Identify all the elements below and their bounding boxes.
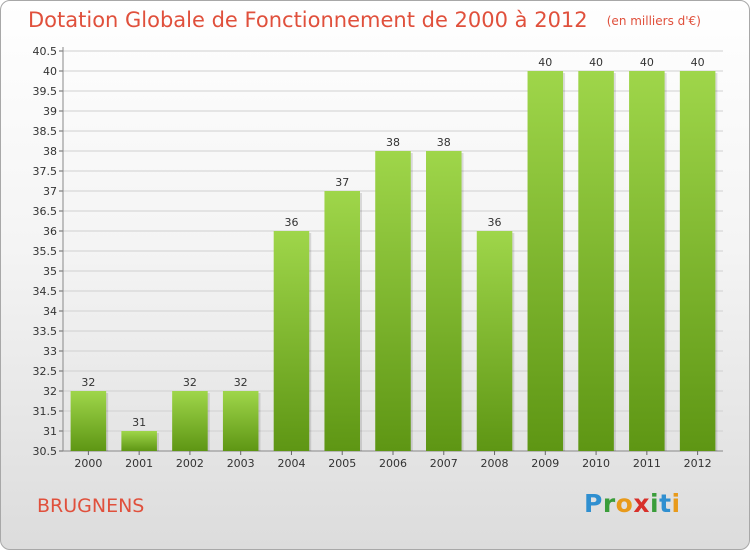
bar-2011	[629, 71, 665, 451]
value-label: 32	[81, 376, 95, 389]
bar-2009	[527, 71, 564, 451]
y-tick-label: 34	[43, 305, 57, 318]
bar-2005	[324, 191, 360, 451]
y-tick-label: 40	[43, 65, 57, 78]
y-tick-label: 32	[43, 385, 57, 398]
x-tick-label: 2001	[125, 457, 153, 470]
bar-2003	[222, 391, 259, 451]
chart-unit: (en milliers d'€)	[606, 14, 701, 28]
bar-2007	[426, 151, 462, 451]
y-tick-label: 34.5	[33, 285, 58, 298]
chart-title: Dotation Globale de Fonctionnement de 20…	[28, 8, 588, 32]
logo-letter: r	[602, 489, 616, 518]
y-tick-label: 37.5	[33, 165, 58, 178]
value-label: 36	[488, 216, 502, 229]
value-label: 40	[691, 56, 705, 69]
logo-letter: P	[584, 489, 603, 518]
logo-letter: i	[671, 489, 681, 518]
y-tick-label: 31.5	[33, 405, 58, 418]
y-tick-label: 39.5	[33, 85, 58, 98]
y-tick-labels: 30.5 31 31.5 32 32.5 33 33.5 34 34.5 35 35.5 36 36.5…	[33, 45, 58, 458]
x-tick-label: 2003	[227, 457, 255, 470]
x-tick-label: 2004	[277, 457, 305, 470]
x-tick-label: 2009	[531, 457, 559, 470]
x-tick-label: 2012	[684, 457, 712, 470]
value-label: 32	[234, 376, 248, 389]
x-tick-label: 2011	[633, 457, 661, 470]
x-tick-labels: 2000 2001 2002 2003 2004 2005 2006 2007 2008 2009…	[74, 457, 711, 470]
proxiti-logo: Proxiti	[584, 489, 681, 518]
value-label: 31	[132, 416, 146, 429]
y-tick-label: 35	[43, 265, 57, 278]
value-labels: 32 31 32 32 36 37 38 38 36 40 40 40 40	[81, 56, 704, 429]
logo-letter: x	[633, 489, 650, 518]
x-tick-label: 2007	[430, 457, 458, 470]
value-label: 37	[335, 176, 349, 189]
x-tick-label: 2000	[74, 457, 102, 470]
bar-2001	[121, 431, 157, 451]
y-tick-label: 32.5	[33, 365, 58, 378]
y-tick-label: 36.5	[33, 205, 58, 218]
value-label: 40	[640, 56, 654, 69]
bar-2004	[273, 231, 310, 451]
x-tick-label: 2005	[328, 457, 356, 470]
y-tick-label: 33.5	[33, 325, 58, 338]
x-tick-label: 2006	[379, 457, 407, 470]
y-tick-label: 38.5	[33, 125, 58, 138]
y-tick-label: 39	[43, 105, 57, 118]
y-tick-label: 37	[43, 185, 57, 198]
y-tick-label: 30.5	[33, 445, 58, 458]
y-tick-label: 31	[43, 425, 57, 438]
value-label: 38	[437, 136, 451, 149]
y-tick-label: 36	[43, 225, 57, 238]
value-label: 40	[538, 56, 552, 69]
x-tick-label: 2002	[176, 457, 204, 470]
bar-2010	[578, 71, 614, 451]
value-label: 36	[284, 216, 298, 229]
commune-name: BRUGNENS	[37, 495, 145, 517]
value-label: 32	[183, 376, 197, 389]
bar-2012	[679, 71, 716, 451]
logo-letter: o	[615, 489, 634, 518]
bar-2006	[375, 151, 411, 451]
x-tick-label: 2008	[481, 457, 509, 470]
value-label: 38	[386, 136, 400, 149]
y-tick-label: 33	[43, 345, 57, 358]
logo-letter: i	[650, 489, 660, 518]
y-tick-label: 38	[43, 145, 57, 158]
value-label: 40	[589, 56, 603, 69]
y-tick-label: 40.5	[33, 45, 58, 58]
bar-2002	[172, 391, 208, 451]
logo-letter: t	[659, 489, 672, 518]
bar-2000	[70, 391, 107, 451]
y-tick-label: 35.5	[33, 245, 58, 258]
bars	[70, 71, 718, 451]
bar-2008	[476, 231, 513, 451]
x-tick-label: 2010	[582, 457, 610, 470]
chart-title-block: Dotation Globale de Fonctionnement de 20…	[28, 8, 701, 32]
